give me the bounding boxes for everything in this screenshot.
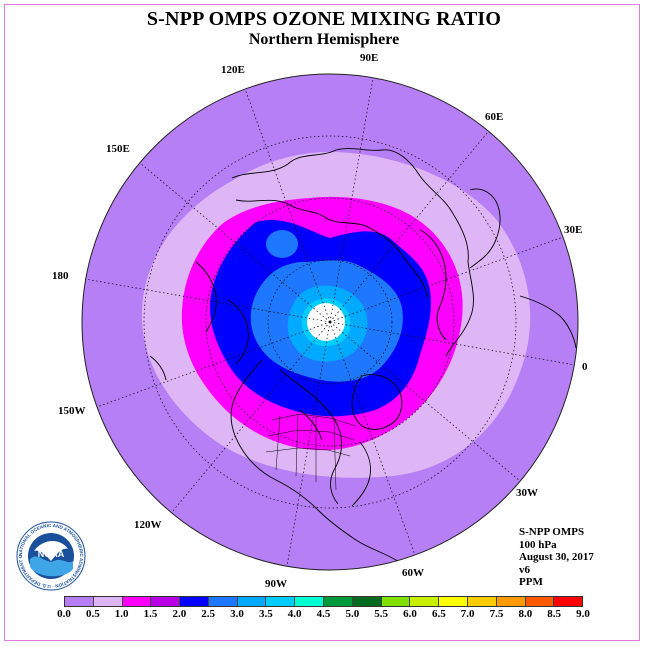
colorbar-swatch [352,597,382,606]
lon-label-180: 180 [52,270,69,282]
colorbar-swatch [237,597,267,606]
colorbar-tick-label: 5.5 [374,608,389,620]
info-units: PPM [519,576,543,588]
info-block: S-NPP OMPS 100 hPa August 30, 2017 v6 PP… [519,526,594,589]
lon-label-90e: 90E [360,52,378,64]
colorbar-tick-label: 0.0 [57,608,71,620]
colorbar-swatch [525,597,555,606]
colorbar-swatch [410,597,440,606]
lon-label-150w: 150W [58,405,86,417]
colorbar-tick-label: 4.5 [316,608,331,620]
colorbar-tick-label: 7.5 [489,608,504,620]
colorbar [64,596,583,607]
noaa-logo: NATIONAL OCEANIC AND ATMOSPHERIC ADMINIS… [16,521,86,591]
colorbar-tick-label: 4.0 [287,608,302,620]
colorbar-swatch [208,597,238,606]
colorbar-ticks: 0.0 0.5 1.0 1.5 2.0 2.5 3.0 3.5 4.0 4.5 5.0 5.5 6.0 6… [57,608,590,622]
info-instrument: S-NPP OMPS [519,526,585,538]
lon-label-90w: 90W [265,578,287,590]
colorbar-tick-label: 1.0 [114,608,129,620]
info-version: v6 [519,563,530,576]
lon-label-60w: 60W [402,567,424,579]
colorbar-tick-label: 5.0 [345,608,360,620]
colorbar-tick-label: 1.5 [143,608,158,620]
colorbar-swatch [122,597,152,606]
colorbar-swatch [295,597,325,606]
colorbar-tick-label: 9.0 [576,608,590,620]
colorbar-tick-label: 8.0 [518,608,533,620]
lon-label-60e: 60E [485,111,503,123]
ozone-blob-pacific [266,230,298,258]
lon-label-0: 0 [582,361,588,373]
colorbar-tick-label: 2.5 [201,608,216,620]
us-state-boundaries [265,413,357,491]
colorbar-swatch [439,597,468,606]
lon-label-150e: 150E [106,143,130,155]
colorbar-swatch [554,597,583,606]
colorbar-tick-label: 7.0 [460,608,475,620]
colorbar-tick-label: 3.0 [230,608,244,620]
colorbar-swatch [180,597,209,606]
lon-label-30e: 30E [564,224,582,236]
colorbar-swatch [324,597,353,606]
logo-text: NOAA [38,549,65,559]
colorbar-swatch [381,597,411,606]
coastlines [149,148,577,570]
colorbar-swatch [65,597,94,606]
figure-frame [4,4,640,641]
lon-label-120w: 120W [134,519,162,531]
colorbar-tick-label: 6.5 [431,608,446,620]
colorbar-tick-label: 0.5 [85,608,100,620]
meridians [84,77,576,567]
colorbar-tick-label: 2.0 [172,608,187,620]
colorbar-swatch [496,597,526,606]
map-title: S-NPP OMPS OZONE MIXING RATIO [146,8,502,30]
latitude-circles [143,135,517,509]
info-date: August 30, 2017 [519,551,594,563]
colorbar-tick-label: 3.5 [258,608,273,620]
lon-label-120e: 120E [221,64,245,76]
colorbar-tick-label: 8.5 [547,608,562,620]
colorbar-swatch [93,597,123,606]
colorbar-swatch [266,597,296,606]
polar-no-data [307,303,345,341]
lon-label-30w: 30W [516,487,538,499]
colorbar-swatch [467,597,497,606]
colorbar-swatch [151,597,181,606]
map-subtitle: Northern Hemisphere [248,31,400,48]
info-level: 100 hPa [519,538,557,551]
colorbar-tick-label: 6.0 [403,608,417,620]
